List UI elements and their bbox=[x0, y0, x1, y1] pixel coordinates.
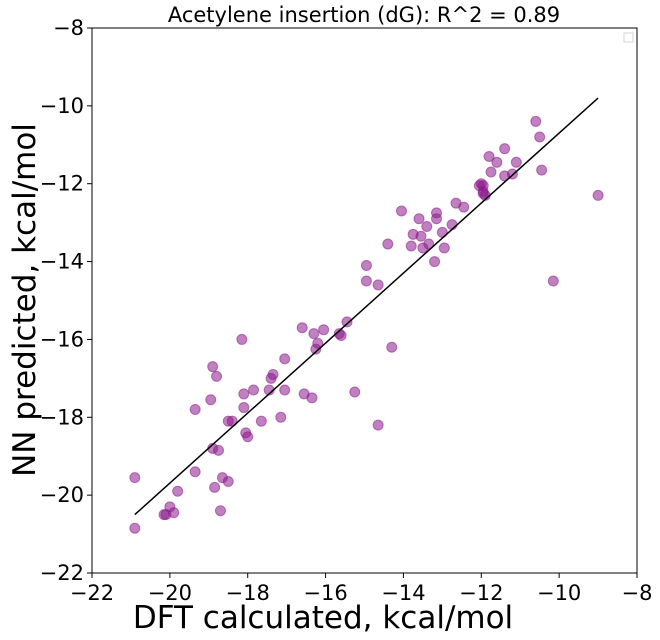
data-point bbox=[477, 180, 489, 192]
data-point bbox=[335, 330, 347, 342]
y-tick-label: −12 bbox=[40, 172, 84, 196]
plot-area bbox=[91, 27, 638, 574]
chart-title: Acetylene insertion (dG): R^2 = 0.89 bbox=[168, 3, 560, 27]
data-point bbox=[306, 392, 318, 404]
data-point bbox=[242, 431, 254, 443]
data-point bbox=[429, 256, 441, 268]
data-point bbox=[421, 221, 433, 233]
data-point bbox=[547, 275, 559, 287]
y-tick-label: −14 bbox=[40, 250, 84, 274]
data-point bbox=[308, 328, 320, 340]
data-point bbox=[172, 485, 184, 497]
data-point bbox=[189, 404, 201, 415]
data-point bbox=[382, 238, 394, 250]
y-tick-label: −20 bbox=[40, 483, 84, 507]
y-tick-label: −22 bbox=[40, 561, 84, 585]
y-axis-ticks: −22 −20 −18 −16 −14 −12 −10 −8 bbox=[40, 16, 92, 585]
data-point bbox=[209, 481, 221, 493]
data-point bbox=[279, 384, 291, 396]
data-point bbox=[483, 150, 495, 162]
scatter-markers bbox=[129, 115, 604, 534]
y-tick-label: −16 bbox=[40, 327, 84, 351]
data-point bbox=[413, 213, 425, 225]
data-point bbox=[189, 466, 201, 478]
data-point bbox=[360, 259, 372, 271]
data-point bbox=[205, 394, 217, 406]
data-point bbox=[238, 388, 250, 400]
data-point bbox=[255, 415, 267, 427]
data-point bbox=[530, 115, 542, 127]
y-tick-label: −8 bbox=[53, 16, 84, 40]
x-tick-label: −10 bbox=[537, 581, 581, 605]
data-point bbox=[222, 476, 234, 488]
data-point bbox=[372, 279, 384, 291]
x-tick-label: −14 bbox=[381, 581, 425, 605]
data-point bbox=[423, 238, 435, 250]
data-point bbox=[536, 164, 548, 176]
x-tick-label: −18 bbox=[226, 581, 270, 605]
data-point bbox=[446, 219, 458, 231]
data-point bbox=[386, 341, 398, 353]
regression-line bbox=[134, 97, 599, 516]
data-point bbox=[238, 402, 250, 414]
data-point bbox=[312, 337, 324, 349]
x-tick-label: −20 bbox=[148, 581, 192, 605]
x-axis-ticks: −22 −20 −18 −16 −14 −12 −10 −8 bbox=[70, 573, 653, 605]
data-point bbox=[415, 230, 427, 242]
data-point bbox=[438, 242, 450, 254]
data-point bbox=[499, 143, 511, 155]
data-point bbox=[485, 166, 497, 178]
data-point bbox=[349, 386, 361, 398]
data-point bbox=[431, 213, 443, 225]
x-tick-label: −12 bbox=[459, 581, 503, 605]
data-point bbox=[236, 333, 248, 345]
legend-box bbox=[623, 32, 634, 43]
data-point bbox=[395, 205, 407, 217]
x-axis-label: DFT calculated, kcal/mol bbox=[133, 600, 513, 636]
x-tick-label: −16 bbox=[303, 581, 347, 605]
data-point bbox=[267, 368, 279, 380]
data-point bbox=[129, 472, 141, 484]
data-point bbox=[405, 240, 417, 252]
data-point bbox=[275, 411, 287, 423]
y-tick-label: −10 bbox=[40, 94, 84, 118]
x-tick-label: −22 bbox=[70, 581, 114, 605]
data-point bbox=[213, 444, 225, 456]
data-point bbox=[510, 156, 522, 168]
data-point bbox=[279, 353, 291, 365]
data-point bbox=[168, 507, 180, 519]
data-point bbox=[318, 324, 330, 336]
data-point bbox=[360, 275, 372, 287]
data-point bbox=[592, 189, 604, 201]
data-point bbox=[341, 316, 353, 328]
data-point bbox=[296, 322, 308, 334]
data-point bbox=[458, 201, 470, 213]
data-point bbox=[534, 131, 546, 143]
data-point bbox=[129, 522, 141, 534]
data-point bbox=[214, 505, 226, 517]
data-point bbox=[207, 361, 219, 373]
data-point bbox=[248, 384, 260, 396]
data-point bbox=[491, 156, 503, 168]
y-tick-label: −18 bbox=[40, 405, 84, 429]
y-axis-label: NN predicted, kcal/mol bbox=[7, 123, 43, 477]
plot-frame bbox=[91, 27, 638, 574]
data-point bbox=[211, 370, 223, 382]
x-tick-label: −8 bbox=[622, 581, 653, 605]
data-point bbox=[372, 419, 384, 431]
